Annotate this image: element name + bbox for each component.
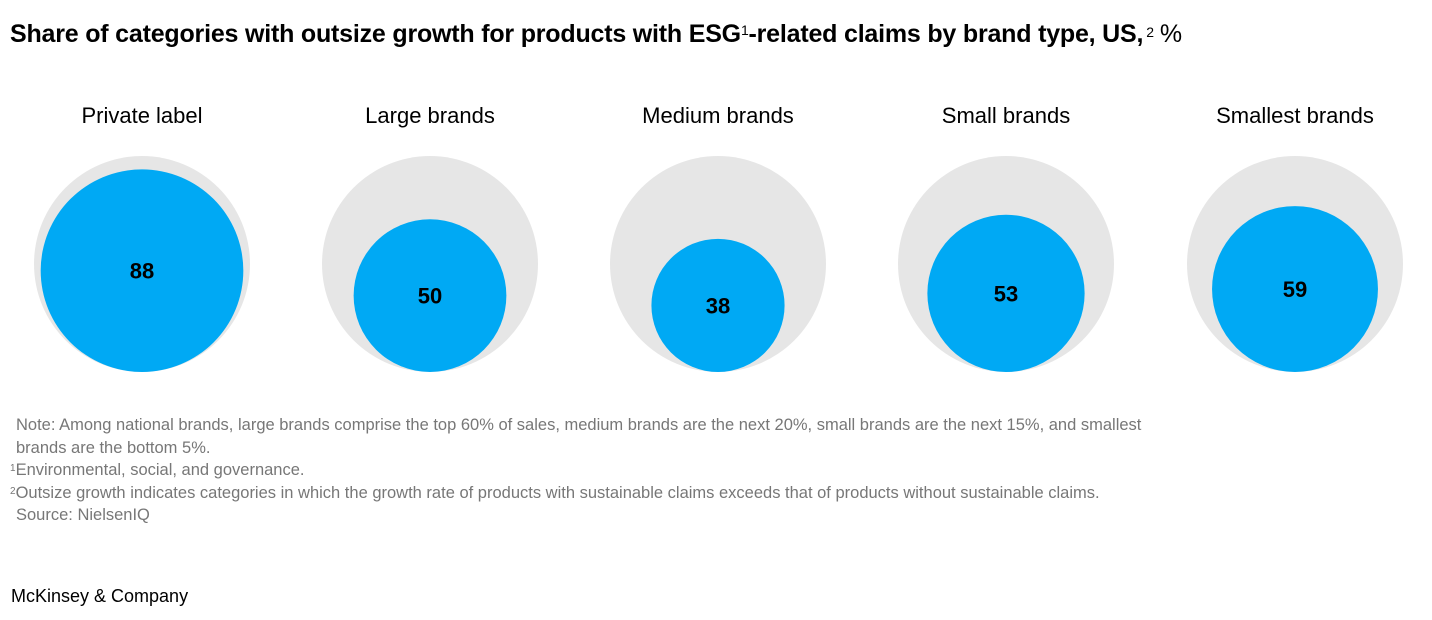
- notes: Note: Among national brands, large brand…: [10, 414, 1410, 527]
- value-bubble: [353, 219, 507, 372]
- category-label: Smallest brands: [1216, 103, 1374, 128]
- company-logo-text: McKinsey & Company: [11, 586, 189, 606]
- value-bubble: [927, 214, 1085, 372]
- value-label: 50: [418, 284, 442, 309]
- category-label: Large brands: [365, 103, 495, 128]
- title-main: Share of categories with outsize growth …: [10, 20, 741, 48]
- source-note: Source: NielsenIQ: [16, 506, 150, 524]
- title-footnote-2: 2: [1146, 24, 1154, 40]
- note-text: Note: Among national brands, large brand…: [16, 416, 1142, 457]
- category-label: Medium brands: [642, 103, 794, 128]
- category-label: Small brands: [942, 103, 1070, 128]
- value-label: 88: [130, 259, 154, 284]
- value-label: 38: [706, 293, 730, 318]
- title-footnote-1: 1: [740, 22, 749, 38]
- footnote-2: 2Outsize growth indicates categories in …: [10, 483, 1100, 502]
- category-label: Private label: [81, 103, 202, 128]
- value-label: 53: [994, 281, 1018, 306]
- footnote-1: 1Environmental, social, and governance.: [10, 461, 305, 479]
- value-bubble: [651, 238, 785, 372]
- title-mid: -related claims by brand type, US,: [748, 20, 1144, 48]
- value-bubble: [40, 169, 244, 372]
- bubble-chart: Private label 88 Large brands 50 Medium bran…: [34, 103, 1403, 372]
- title-unit: %: [1159, 20, 1182, 48]
- value-bubble: [1212, 206, 1378, 372]
- chart-title: Share of categories with outsize growth …: [10, 18, 1425, 50]
- value-label: 59: [1283, 277, 1307, 302]
